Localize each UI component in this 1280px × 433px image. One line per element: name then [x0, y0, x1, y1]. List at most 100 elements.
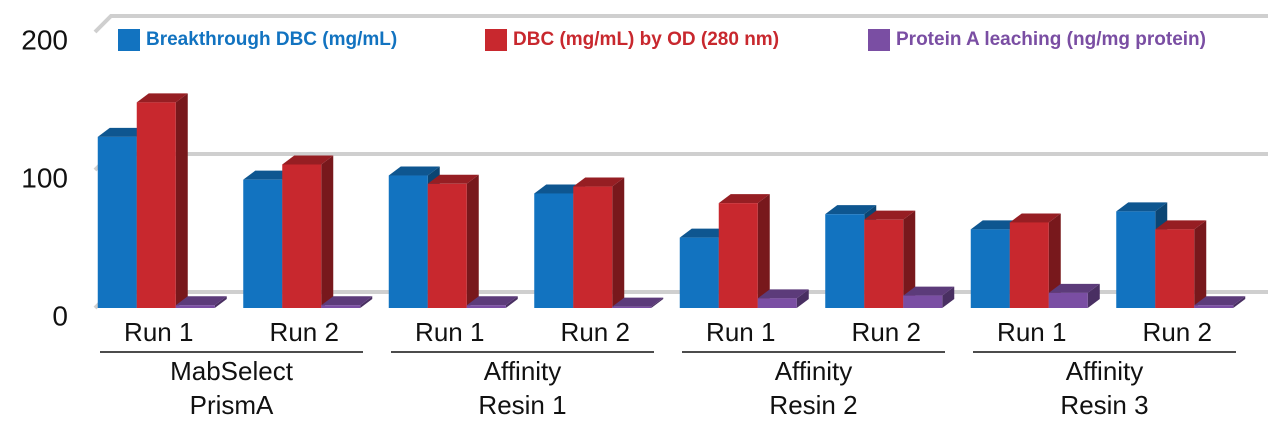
- bar-top: [427, 174, 479, 184]
- bar-front: [679, 237, 719, 308]
- bar-side: [360, 296, 373, 308]
- bar-front: [903, 295, 943, 308]
- bar-top: [757, 289, 809, 299]
- bar-front: [864, 219, 904, 308]
- bar-top: [534, 184, 586, 194]
- bar-top: [97, 127, 149, 137]
- bar-front: [757, 298, 797, 308]
- bar-top: [903, 286, 955, 296]
- bar: [903, 286, 955, 308]
- grid-line: [93, 14, 1268, 34]
- legend-label: Breakthrough DBC (mg/mL): [146, 29, 397, 50]
- bar-front: [1048, 292, 1088, 308]
- bar-front: [1009, 222, 1049, 308]
- bar-side: [942, 286, 955, 308]
- x-tick-label: Run 2: [270, 317, 339, 347]
- x-tick-label: Run 1: [997, 317, 1066, 347]
- bar-front: [1155, 229, 1195, 308]
- bar-top: [573, 177, 625, 187]
- x-tick-label: Run 1: [415, 317, 484, 347]
- bar-front: [243, 179, 283, 308]
- x-tick-label: Run 2: [1143, 317, 1212, 347]
- group-label: Affinity: [1066, 356, 1144, 386]
- bar-front: [175, 305, 215, 308]
- bar: [466, 296, 518, 308]
- grid-line: [93, 152, 1268, 172]
- bar-side: [1233, 296, 1246, 308]
- group-label: Resin 1: [478, 390, 566, 420]
- bar: [612, 297, 664, 308]
- bar: [136, 93, 188, 308]
- bar-top: [864, 210, 916, 220]
- bar-front: [321, 305, 361, 308]
- bar-front: [1116, 211, 1156, 308]
- bar-side: [466, 174, 479, 308]
- bar-side: [651, 297, 664, 308]
- legend-label: Protein A leaching (ng/mg protein): [896, 29, 1206, 50]
- bar: [1048, 283, 1100, 308]
- bar-top: [679, 228, 731, 238]
- bar-front: [388, 175, 428, 308]
- bar: [757, 289, 809, 308]
- bar-top: [175, 296, 227, 306]
- y-tick-label: 200: [21, 24, 68, 55]
- bar-front: [427, 183, 467, 308]
- bar: [427, 174, 479, 308]
- x-tick-label: Run 1: [124, 317, 193, 347]
- bar-front: [612, 306, 652, 308]
- bar-top: [388, 166, 440, 176]
- x-tick-label: Run 1: [706, 317, 775, 347]
- bar-front: [573, 186, 613, 308]
- group-label: Affinity: [484, 356, 562, 386]
- bar-side: [321, 155, 334, 308]
- bar-top: [282, 155, 334, 165]
- bar: [718, 194, 770, 308]
- bar-side: [903, 210, 916, 308]
- bar-front: [970, 229, 1010, 308]
- bar-side: [612, 177, 625, 308]
- bar-side: [1194, 220, 1207, 308]
- bar: [1155, 220, 1207, 308]
- bar-front: [282, 164, 322, 308]
- bar-front: [825, 214, 865, 308]
- bar-top: [1048, 283, 1100, 293]
- bar-top: [612, 297, 664, 307]
- bar-side: [1048, 213, 1061, 308]
- bar-front: [136, 102, 176, 308]
- group-label: PrismA: [190, 390, 274, 420]
- bar: [864, 210, 916, 308]
- bar-side: [1087, 283, 1100, 308]
- bar: [1194, 296, 1246, 308]
- bar-side: [175, 93, 188, 308]
- y-tick-label: 0: [52, 300, 68, 331]
- bar-side: [214, 296, 227, 308]
- bar-front: [97, 136, 137, 308]
- bar: [175, 296, 227, 308]
- legend-swatch: [118, 29, 140, 51]
- group-label: Resin 2: [769, 390, 857, 420]
- legend-swatch: [485, 29, 507, 51]
- bar-front: [534, 193, 574, 308]
- bar-top: [718, 194, 770, 204]
- bar-top: [1009, 213, 1061, 223]
- bar-front: [466, 305, 506, 308]
- bar: [321, 296, 373, 308]
- bar-top: [136, 93, 188, 103]
- bar-top: [321, 296, 373, 306]
- legend-label: DBC (mg/mL) by OD (280 nm): [513, 29, 779, 50]
- y-tick-label: 100: [21, 162, 68, 193]
- bar: [282, 155, 334, 308]
- x-tick-label: Run 2: [561, 317, 630, 347]
- bar-side: [505, 296, 518, 308]
- legend-swatch: [868, 29, 890, 51]
- bar-front: [718, 203, 758, 308]
- bar-top: [1116, 202, 1168, 212]
- bar-front: [1194, 305, 1234, 308]
- bar-top: [243, 170, 295, 180]
- group-label: Resin 3: [1060, 390, 1148, 420]
- group-label: Affinity: [775, 356, 853, 386]
- bar-top: [466, 296, 518, 306]
- bar-top: [970, 220, 1022, 230]
